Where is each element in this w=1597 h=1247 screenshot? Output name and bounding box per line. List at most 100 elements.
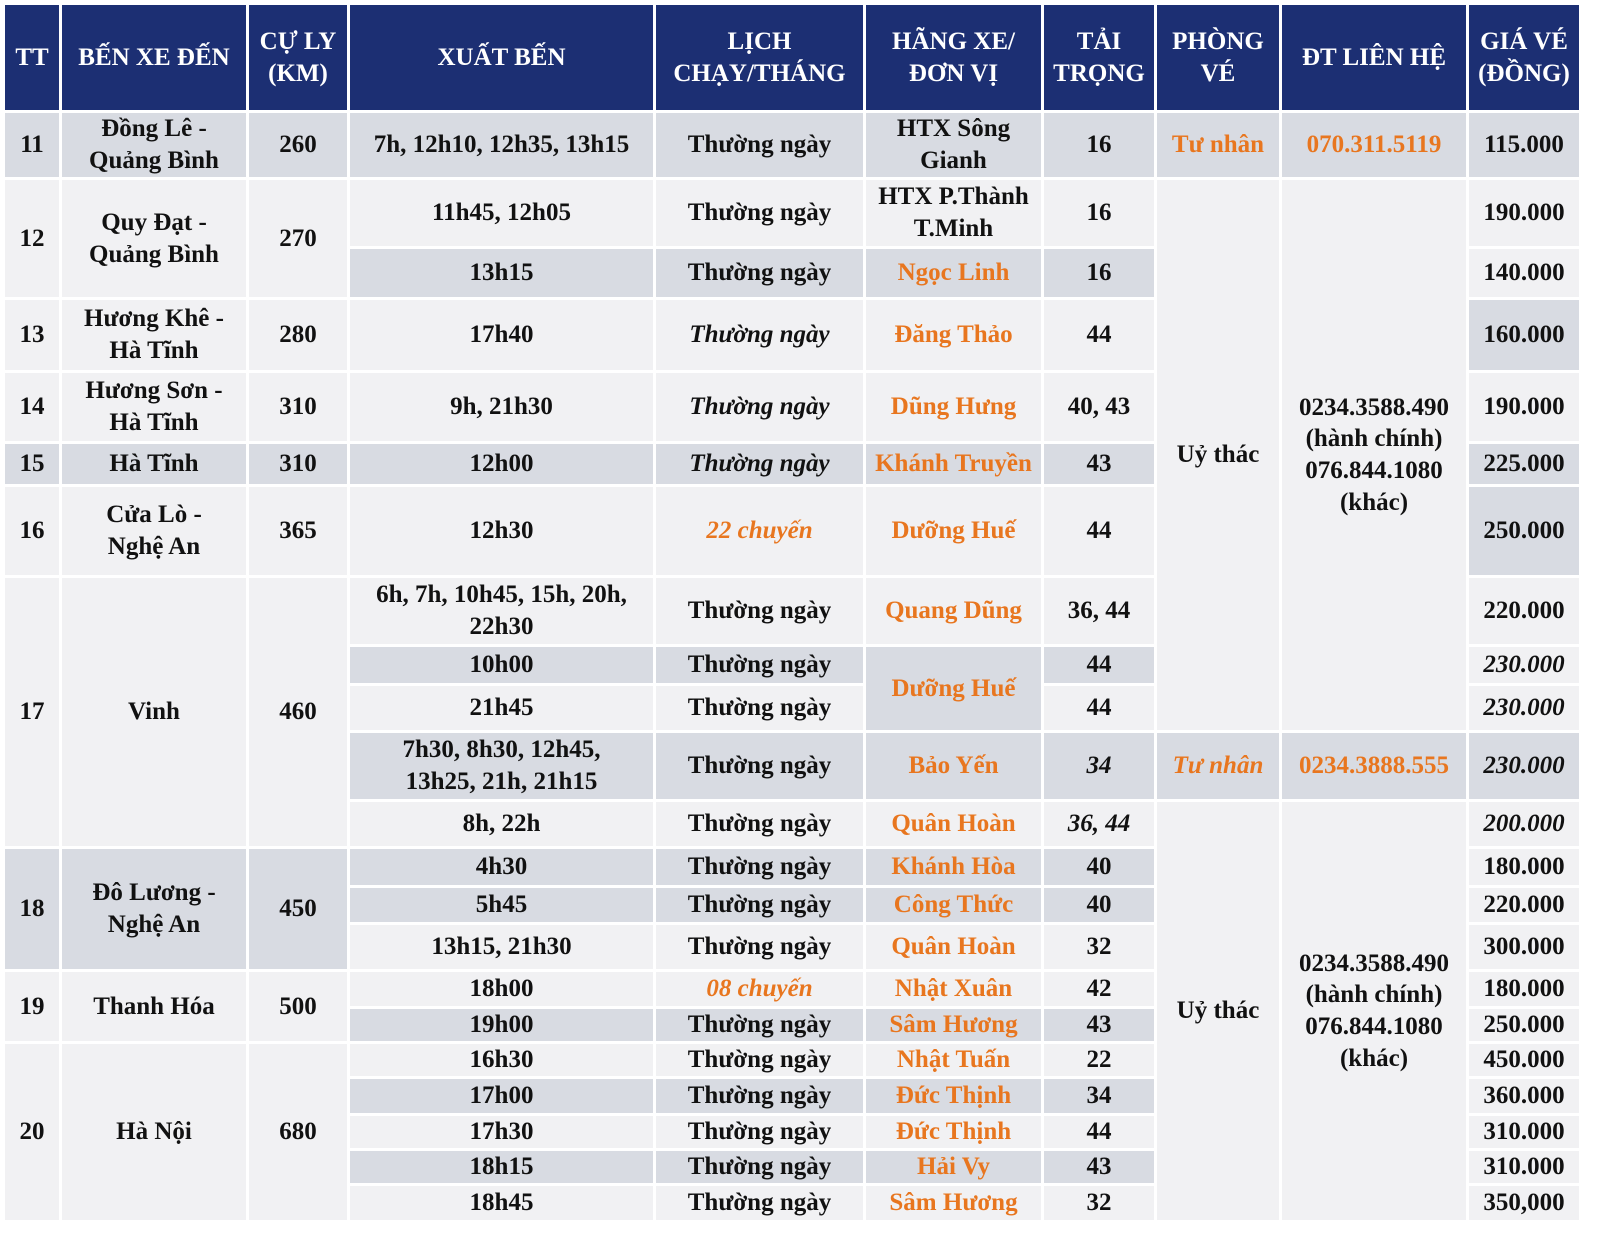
table-cell: 22 chuyến [656,487,863,575]
table-cell: 16 [5,487,59,575]
table-cell: 40, 43 [1044,373,1154,441]
table-cell: Đức Thịnh [866,1079,1041,1113]
table-cell: 43 [1044,444,1154,484]
table-row: 5h45 Thường ngày Công Thức 40 220.000 [5,888,1579,922]
table-cell: 5h45 [350,888,653,922]
table-cell: 270 [249,180,347,297]
header-cell: LỊCH CHẠY/THÁNG [656,5,863,110]
table-cell: Tư nhân [1157,733,1279,799]
table-row: 17h30 Thường ngày Đức Thịnh 44 310.000 [5,1116,1579,1148]
table-cell: Thường ngày [656,1044,863,1076]
header-cell: BẾN XE ĐẾN [62,5,246,110]
table-cell: Thường ngày [656,1186,863,1220]
table-cell: 0234.3588.490 (hành chính) 076.844.1080 … [1282,802,1466,1220]
table-cell: Thường ngày [656,1116,863,1148]
header-cell: ĐT LIÊN HỆ [1282,5,1466,110]
table-cell: 16 [1044,249,1154,297]
table-cell: Hải Vy [866,1151,1041,1183]
table-cell: 44 [1044,647,1154,683]
table-cell: 310.000 [1469,1116,1579,1148]
table-cell: Đô Lương - Nghệ An [62,849,246,969]
table-cell: 16h30 [350,1044,653,1076]
header-cell: TẢI TRỌNG [1044,5,1154,110]
header-cell: TT [5,5,59,110]
table-cell: Sâm Hương [866,1009,1041,1041]
header-cell: CỰ LY (KM) [249,5,347,110]
table-row: 15 Hà Tĩnh 310 12h00 Thường ngày Khánh Truyề… [5,444,1579,484]
table-cell: Hương Sơn - Hà Tĩnh [62,373,246,441]
table-cell: Thường ngày [656,113,863,177]
table-cell: 115.000 [1469,113,1579,177]
table-cell: Thường ngày [656,1151,863,1183]
table-cell: 8h, 22h [350,802,653,846]
table-cell: Cửa Lò - Nghệ An [62,487,246,575]
table-cell: Thanh Hóa [62,972,246,1041]
table-cell: 260 [249,113,347,177]
table-cell: Đức Thịnh [866,1116,1041,1148]
table-cell: Thường ngày [656,686,863,730]
table-cell: 6h, 7h, 10h45, 15h, 20h, 22h30 [350,578,653,644]
table-cell: 190.000 [1469,180,1579,246]
table-cell: 7h, 12h10, 12h35, 13h15 [350,113,653,177]
table-cell: 32 [1044,1186,1154,1220]
table-cell: 40 [1044,888,1154,922]
table-cell: 32 [1044,925,1154,969]
table-row: 13h15 Thường ngày Ngọc Linh 16 140.000 [5,249,1579,297]
table-cell: 18h15 [350,1151,653,1183]
table-cell: Uỷ thác [1157,180,1279,730]
table-row: 18h45 Thường ngày Sâm Hương 32 350,000 [5,1186,1579,1220]
table-row: 11 Đồng Lê - Quảng Bình 260 7h, 12h10, 12h… [5,113,1579,177]
table-cell: 7h30, 8h30, 12h45, 13h25, 21h, 21h15 [350,733,653,799]
table-cell: Hà Tĩnh [62,444,246,484]
table-cell: 365 [249,487,347,575]
table-row: 12 Quy Đạt - Quảng Bình 270 11h45, 12h05 Th… [5,180,1579,730]
table-cell: 13 [5,300,59,370]
table-row: 17 Vinh 460 6h, 7h, 10h45, 15h, 20h, 22h30… [5,578,1579,846]
table-cell: Nhật Xuân [866,972,1041,1006]
table-cell: 230.000 [1469,733,1579,799]
table-row: 14 Hương Sơn - Hà Tĩnh 310 9h, 21h30 Thường… [5,373,1579,441]
table-row: 21h45 Thường ngày 44 230.000 [5,686,1579,730]
table-cell: 17h40 [350,300,653,370]
table-cell: 680 [249,1044,347,1220]
table-cell: Dũng Hưng [866,373,1041,441]
header-cell: PHÒNG VÉ [1157,5,1279,110]
table-row: 16 Cửa Lò - Nghệ An 365 12h30 22 chuyến Dưỡn… [5,487,1579,575]
table-cell: Thường ngày [656,444,863,484]
table-cell: 460 [249,578,347,846]
table-cell: Hà Nội [62,1044,246,1220]
table-cell: 500 [249,972,347,1041]
table-cell: 42 [1044,972,1154,1006]
table-cell: 280 [249,300,347,370]
table-cell: 070.311.5119 [1282,113,1466,177]
table-cell: Thường ngày [656,888,863,922]
table-cell: 190.000 [1469,373,1579,441]
table-cell: 250.000 [1469,1009,1579,1041]
table-cell: 0234.3888.555 [1282,733,1466,799]
table-cell: 230.000 [1469,647,1579,683]
table-cell: 16 [1044,180,1154,246]
table-cell: HTX P.Thành T.Minh [866,180,1041,246]
table-cell: Bảo Yến [866,733,1041,799]
table-cell: Công Thức [866,888,1041,922]
header-cell: HÃNG XE/ ĐƠN VỊ [866,5,1041,110]
table-cell: 450 [249,849,347,969]
table-cell: 08 chuyến [656,972,863,1006]
table-cell: 20 [5,1044,59,1220]
table-cell: 12 [5,180,59,297]
table-cell: 310.000 [1469,1151,1579,1183]
table-cell: 43 [1044,1009,1154,1041]
table-row: 19 Thanh Hóa 500 18h00 08 chuyến Nhật Xuân 4… [5,972,1579,1041]
table-cell: 19 [5,972,59,1041]
table-cell: 200.000 [1469,802,1579,846]
table-cell: 140.000 [1469,249,1579,297]
table-cell: 13h15, 21h30 [350,925,653,969]
table-cell: Dưỡng Huế [866,487,1041,575]
table-cell: 230.000 [1469,686,1579,730]
table-cell: 225.000 [1469,444,1579,484]
table-cell: 450.000 [1469,1044,1579,1076]
table-cell: 9h, 21h30 [350,373,653,441]
table-cell: Thường ngày [656,1009,863,1041]
table-cell: 310 [249,444,347,484]
